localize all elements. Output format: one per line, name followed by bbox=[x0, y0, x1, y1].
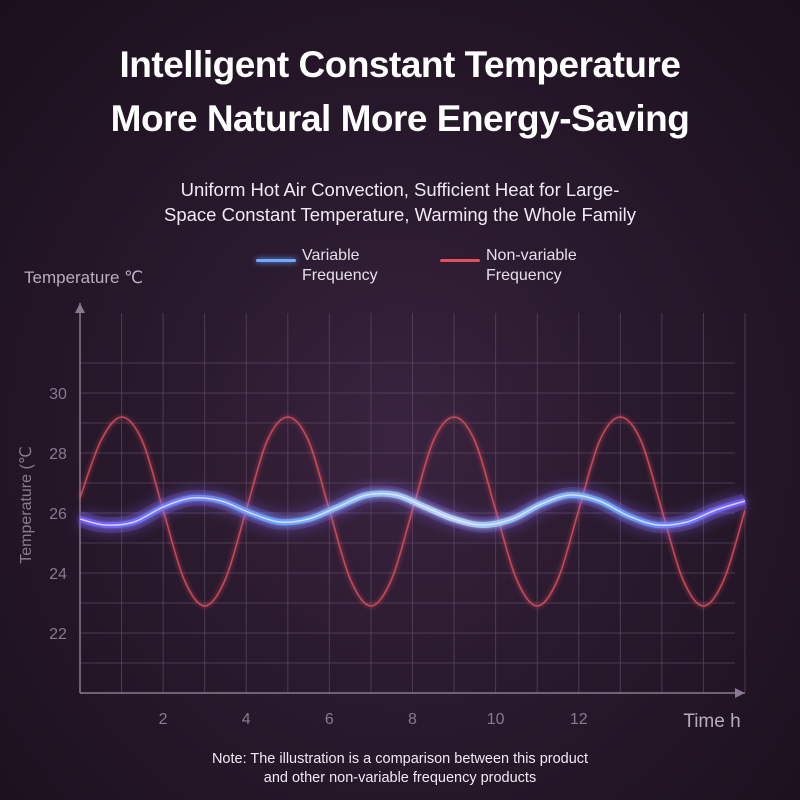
x-axis-arrow bbox=[735, 688, 745, 698]
footnote-line2: and other non-variable frequency product… bbox=[263, 770, 537, 786]
y-tick-label: 24 bbox=[49, 566, 67, 583]
y-axis-arrow bbox=[75, 303, 85, 313]
y-axis-title-side: Temperature (℃ bbox=[18, 446, 35, 564]
y-axis-title-top: Temperature ℃ bbox=[24, 268, 143, 287]
x-tick-label: 6 bbox=[325, 711, 334, 728]
legend-swatch-variable bbox=[256, 259, 296, 262]
legend-label-variable: Variable Frequency bbox=[302, 247, 378, 284]
legend-swatch-non-variable bbox=[440, 259, 480, 262]
series bbox=[77, 416, 748, 607]
footnote-line1: Note: The illustration is a comparison b… bbox=[211, 751, 589, 767]
x-tick-label: 2 bbox=[159, 711, 168, 728]
legend-item-non-variable: Non-variable Frequency bbox=[440, 246, 616, 286]
x-axis-title: Time h bbox=[683, 711, 740, 732]
subtitle-line2: Space Constant Temperature, Warming the … bbox=[164, 204, 636, 225]
subtitle-line1: Uniform Hot Air Convection, Sufficient H… bbox=[180, 179, 620, 200]
page-title-line1: Intelligent Constant Temperature bbox=[119, 44, 682, 85]
x-tick-label: 10 bbox=[487, 711, 505, 728]
y-tick-label: 28 bbox=[49, 446, 67, 463]
y-tick-label: 26 bbox=[49, 506, 67, 523]
y-tick-label: 22 bbox=[49, 626, 67, 643]
x-tick-label: 8 bbox=[408, 711, 417, 728]
x-tick-label: 4 bbox=[242, 711, 251, 728]
x-tick-label: 12 bbox=[570, 711, 588, 728]
legend-item-variable: Variable Frequency bbox=[256, 246, 432, 286]
series-highlight-variable bbox=[79, 492, 746, 527]
y-tick-label: 30 bbox=[49, 386, 67, 403]
legend-label-non-variable: Non-variable Frequency bbox=[486, 247, 577, 284]
page-title-line2: More Natural More Energy-Saving bbox=[110, 98, 690, 139]
